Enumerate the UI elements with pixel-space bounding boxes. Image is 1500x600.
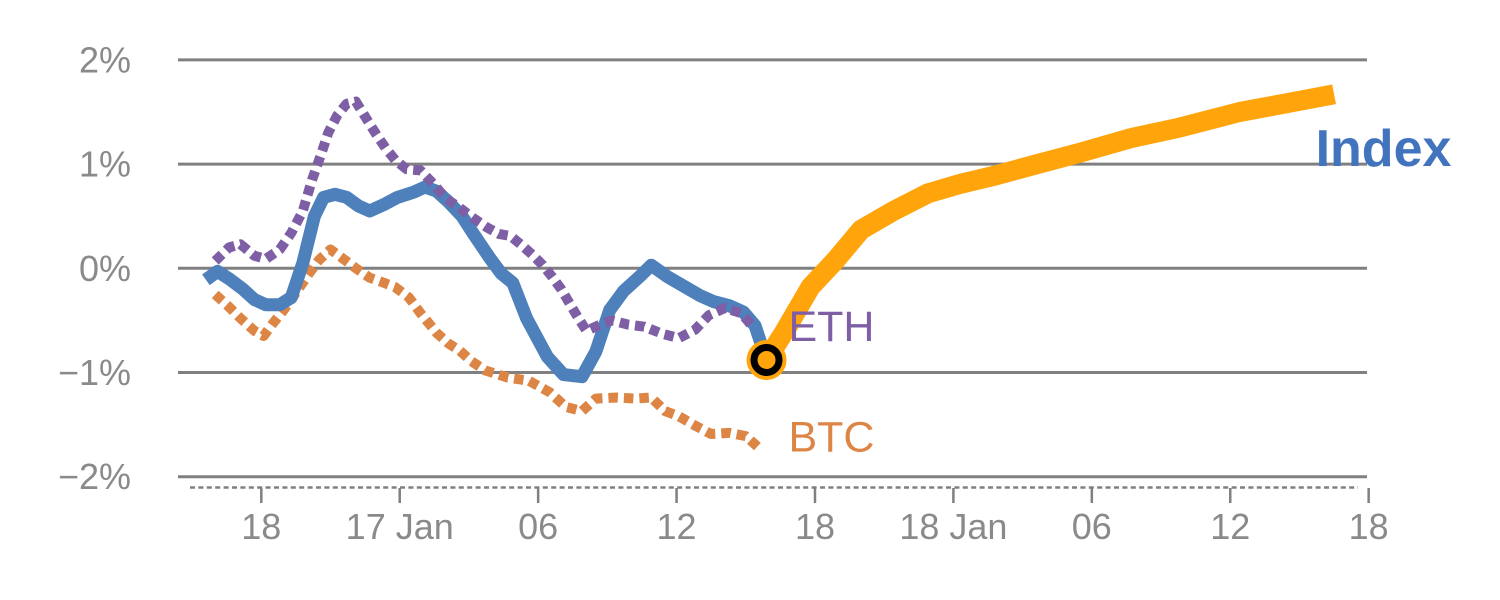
series-index-forecast-line xyxy=(758,84,1336,366)
x-tick-label-0: 18 xyxy=(241,506,281,547)
series-eth-line xyxy=(211,96,757,344)
series-label-index: Index xyxy=(1316,120,1452,178)
y-tick-label-3: −1% xyxy=(58,352,131,393)
y-tick-label-4: −2% xyxy=(58,456,131,497)
y-tick-label-2: 0% xyxy=(79,248,131,289)
x-tick-label-4: 18 xyxy=(795,506,835,547)
series-label-btc: BTC xyxy=(788,414,874,462)
series-index-line xyxy=(202,180,773,384)
x-tick-label-3: 12 xyxy=(657,506,697,547)
x-tick-label-7: 12 xyxy=(1210,506,1250,547)
x-tick-label-6: 06 xyxy=(1072,506,1112,547)
x-tick-label-2: 06 xyxy=(518,506,558,547)
x-tick-label-8: 18 xyxy=(1349,506,1389,547)
y-tick-label-1: 1% xyxy=(79,144,131,185)
y-tick-label-0: 2% xyxy=(79,39,131,80)
forecast-start-marker xyxy=(750,343,783,376)
x-tick-label-5: 18 Jan xyxy=(899,506,1007,547)
x-tick-label-1: 17 Jan xyxy=(346,506,454,547)
series-label-eth: ETH xyxy=(788,303,874,351)
